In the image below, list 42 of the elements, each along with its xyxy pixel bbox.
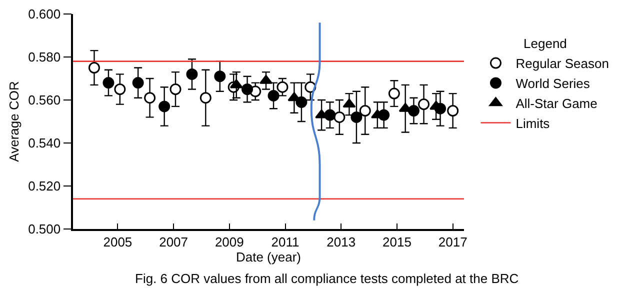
point <box>388 88 400 100</box>
point <box>88 62 100 74</box>
caption: Fig. 6 COR values from all compliance tests completed at the BRC <box>135 271 519 286</box>
point <box>214 70 226 82</box>
y-tick-label: 0.560 <box>28 92 61 108</box>
point <box>276 81 288 93</box>
x-tick-label: 2005 <box>103 234 132 250</box>
x-tick-label: 2009 <box>214 234 244 250</box>
point <box>230 79 243 88</box>
legend-title: Legend <box>524 36 567 52</box>
point <box>170 84 182 95</box>
point <box>102 77 114 89</box>
y-axis-title: Average COR <box>6 81 22 162</box>
point <box>268 90 280 102</box>
x-tick-label: 2017 <box>438 234 468 250</box>
y-tick-label: 0.600 <box>28 6 61 22</box>
legend-label: World Series <box>516 76 590 92</box>
x-tick-label: 2015 <box>382 234 412 250</box>
point <box>418 98 430 110</box>
x-tick-label: 2011 <box>271 234 300 250</box>
point <box>144 92 156 104</box>
point <box>342 98 356 108</box>
point <box>200 92 212 104</box>
point <box>132 77 144 89</box>
point <box>447 105 459 116</box>
x-axis-title: Date (year) <box>236 249 302 264</box>
point <box>359 105 371 116</box>
point <box>114 84 126 95</box>
y-tick-label: 0.500 <box>28 222 61 237</box>
point <box>350 111 362 123</box>
point <box>158 100 170 112</box>
legend-label: Regular Season <box>516 56 609 72</box>
point <box>186 68 198 80</box>
legend-label: All-Star Game <box>516 96 598 111</box>
x-tick-label: 2007 <box>159 234 188 250</box>
legend-label: Limits <box>516 116 550 131</box>
y-tick-label: 0.580 <box>28 50 61 65</box>
y-tick-label: 0.540 <box>28 136 61 151</box>
point <box>334 111 346 123</box>
y-tick-label: 0.520 <box>28 178 61 194</box>
point <box>242 84 254 95</box>
x-tick-label: 2013 <box>326 234 356 250</box>
